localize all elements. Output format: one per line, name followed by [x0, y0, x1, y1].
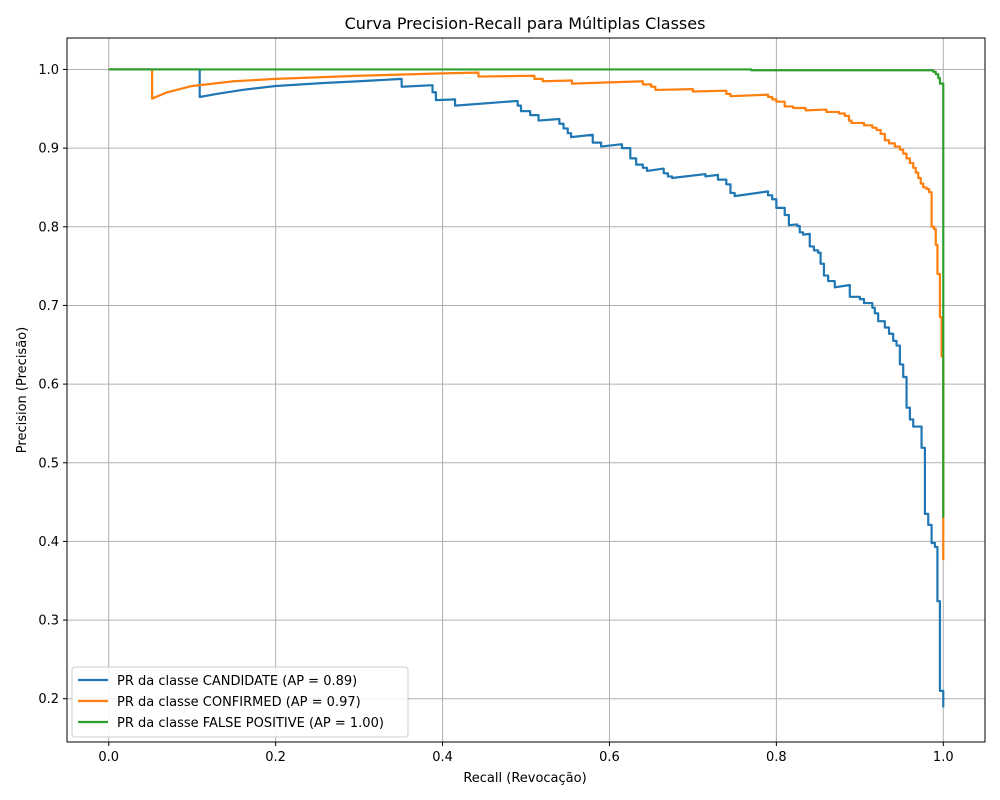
series-line-false-positive	[108, 68, 945, 518]
x-tick-label: 0.4	[432, 750, 453, 765]
x-tick-label: 0.0	[98, 750, 119, 765]
legend: PR da classe CANDIDATE (AP = 0.89) PR da…	[71, 666, 409, 738]
chart-title: Curva Precision-Recall para Múltiplas Cl…	[345, 14, 706, 33]
y-axis-label: Precision (Precisão)	[15, 327, 30, 453]
y-tick-label: 0.2	[38, 692, 59, 707]
y-tick-label: 1.0	[38, 63, 59, 78]
x-tick-label: 0.6	[599, 750, 620, 765]
legend-box	[71, 666, 409, 738]
y-ticks: 0.2 0.3 0.4 0.5 0.6 0.7 0.8 0.9 1.0	[38, 63, 67, 707]
x-tick-label: 0.2	[265, 750, 286, 765]
legend-label-confirmed: PR da classe CONFIRMED (AP = 0.97)	[117, 695, 361, 710]
series-line-confirmed	[108, 68, 945, 561]
x-ticks: 0.0 0.2 0.4 0.6 0.8 1.0	[98, 742, 954, 765]
x-tick-label: 1.0	[933, 750, 954, 765]
y-tick-label: 0.6	[38, 378, 59, 393]
series-line-candidate	[108, 68, 945, 708]
x-tick-label: 0.8	[766, 750, 787, 765]
series-lines	[108, 68, 945, 708]
legend-label-candidate: PR da classe CANDIDATE (AP = 0.89)	[117, 674, 357, 689]
plot-frame	[66, 37, 986, 743]
y-tick-label: 0.3	[38, 614, 59, 629]
x-axis-label: Recall (Revocação)	[463, 771, 586, 786]
y-tick-label: 0.9	[38, 142, 59, 157]
y-tick-label: 0.4	[38, 535, 59, 550]
y-tick-label: 0.8	[38, 220, 59, 235]
grid	[67, 38, 985, 742]
y-tick-label: 0.7	[38, 299, 59, 314]
y-tick-label: 0.5	[38, 456, 59, 471]
legend-label-false-positive: PR da classe FALSE POSITIVE (AP = 1.00)	[117, 716, 384, 731]
